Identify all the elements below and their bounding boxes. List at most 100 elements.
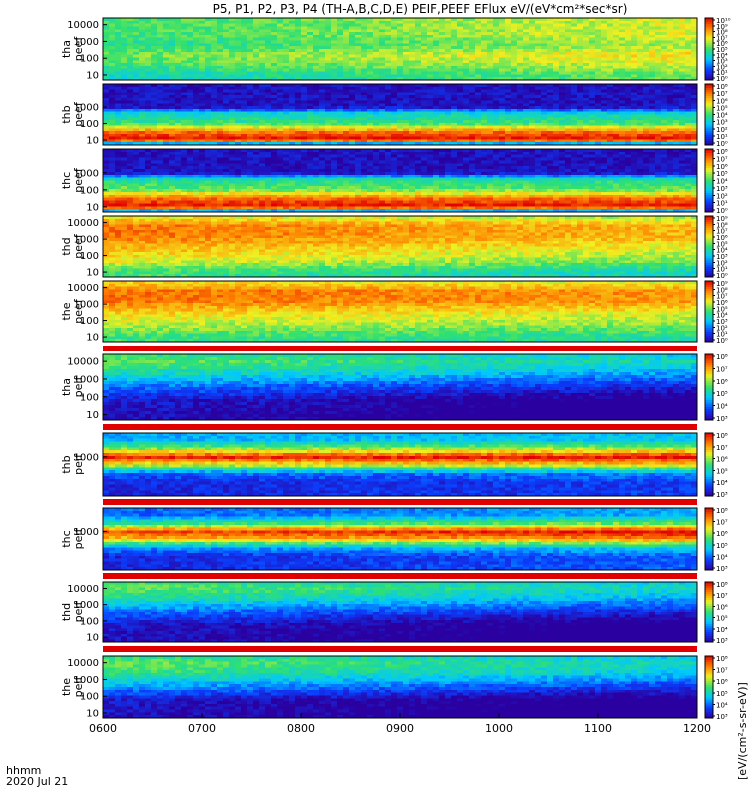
heatmap-cell bbox=[565, 23, 572, 28]
heatmap-cell bbox=[685, 18, 692, 22]
heatmap-cell bbox=[319, 74, 326, 78]
heatmap-cell bbox=[289, 49, 296, 53]
heatmap-cell bbox=[679, 71, 686, 75]
heatmap-cell bbox=[175, 65, 182, 70]
heatmap-cell bbox=[451, 34, 458, 39]
heatmap-cell bbox=[631, 18, 638, 22]
heatmap-cell bbox=[223, 37, 230, 42]
heatmap-cell bbox=[145, 40, 152, 44]
heatmap-cell bbox=[145, 71, 152, 75]
heatmap-cell bbox=[499, 34, 506, 39]
heatmap-cell bbox=[559, 40, 566, 44]
heatmap-cell bbox=[409, 65, 416, 70]
heatmap-cell bbox=[553, 18, 560, 22]
heatmap-cell bbox=[523, 37, 530, 42]
heatmap-cell bbox=[499, 40, 506, 44]
heatmap-cell bbox=[439, 65, 446, 70]
heatmap-cell bbox=[547, 57, 554, 61]
heatmap-cell bbox=[169, 46, 176, 50]
heatmap-cell bbox=[349, 29, 356, 33]
heatmap-cell bbox=[481, 60, 488, 64]
heatmap-cell bbox=[451, 65, 458, 70]
heatmap-cell bbox=[433, 40, 440, 44]
heatmap-cell bbox=[457, 77, 464, 81]
heatmap-cell bbox=[259, 63, 266, 67]
heatmap-cell bbox=[163, 57, 170, 61]
heatmap-cell bbox=[607, 46, 614, 50]
heatmap-cell bbox=[391, 63, 398, 67]
heatmap-cell bbox=[247, 29, 254, 33]
heatmap-cell bbox=[157, 34, 164, 39]
heatmap-cell bbox=[187, 54, 194, 59]
heatmap-cell bbox=[241, 54, 248, 59]
heatmap-cell bbox=[433, 49, 440, 53]
heatmap-cell bbox=[553, 34, 560, 39]
heatmap-cell bbox=[133, 54, 140, 59]
heatmap-cell bbox=[427, 40, 434, 44]
heatmap-cell bbox=[277, 51, 284, 56]
heatmap-cell bbox=[367, 46, 374, 50]
heatmap-cell bbox=[535, 63, 542, 67]
heatmap-cell bbox=[235, 40, 242, 44]
heatmap-cell bbox=[601, 74, 608, 78]
heatmap-cell bbox=[421, 20, 428, 25]
heatmap-cell bbox=[433, 34, 440, 39]
heatmap-cell bbox=[475, 57, 482, 61]
heatmap-cell bbox=[241, 63, 248, 67]
colorbar-tick-label: 10² bbox=[716, 63, 728, 71]
heatmap-cell bbox=[313, 57, 320, 61]
heatmap-cell bbox=[325, 43, 332, 47]
heatmap-cell bbox=[361, 49, 368, 53]
heatmap-cell bbox=[505, 26, 512, 30]
heatmap-cell bbox=[253, 65, 260, 70]
heatmap-cell bbox=[283, 51, 290, 56]
heatmap-cell bbox=[439, 34, 446, 39]
heatmap-cell bbox=[379, 68, 386, 73]
heatmap-cell bbox=[109, 40, 116, 44]
heatmap-cell bbox=[403, 46, 410, 50]
heatmap-cell bbox=[199, 54, 206, 59]
heatmap-cell bbox=[115, 54, 122, 59]
heatmap-cell bbox=[139, 40, 146, 44]
heatmap-cell bbox=[679, 63, 686, 67]
heatmap-cell bbox=[241, 26, 248, 30]
heatmap-cell bbox=[421, 60, 428, 64]
heatmap-cell bbox=[103, 120, 110, 124]
heatmap-cell bbox=[493, 20, 500, 25]
heatmap-cell bbox=[463, 68, 470, 73]
heatmap-cell bbox=[481, 77, 488, 81]
heatmap-cell bbox=[241, 43, 248, 47]
heatmap-cell bbox=[385, 63, 392, 67]
heatmap-cell bbox=[127, 74, 134, 78]
heatmap-cell bbox=[223, 77, 230, 81]
heatmap-cell bbox=[421, 51, 428, 56]
heatmap-cell bbox=[319, 57, 326, 61]
heatmap-cell bbox=[439, 32, 446, 36]
heatmap-cell bbox=[613, 37, 620, 42]
heatmap-cell bbox=[577, 71, 584, 75]
heatmap-cell bbox=[217, 34, 224, 39]
heatmap-cell bbox=[595, 20, 602, 25]
heatmap-cell bbox=[571, 77, 578, 81]
heatmap-cell bbox=[181, 77, 188, 81]
heatmap-cell bbox=[241, 60, 248, 64]
heatmap-cell bbox=[157, 77, 164, 81]
heatmap-cell bbox=[355, 29, 362, 33]
heatmap-cell bbox=[181, 74, 188, 78]
heatmap-cell bbox=[211, 32, 218, 36]
heatmap-cell bbox=[307, 57, 314, 61]
heatmap-cell bbox=[235, 57, 242, 61]
heatmap-cell bbox=[667, 77, 674, 81]
heatmap-cell bbox=[199, 60, 206, 64]
heatmap-cell bbox=[127, 120, 134, 124]
heatmap-cell bbox=[619, 32, 626, 36]
heatmap-cell bbox=[343, 54, 350, 59]
heatmap-cell bbox=[607, 57, 614, 61]
heatmap-cell bbox=[241, 32, 248, 36]
heatmap-cell bbox=[271, 37, 278, 42]
heatmap-cell bbox=[337, 71, 344, 75]
heatmap-cell bbox=[385, 65, 392, 70]
heatmap-cell bbox=[361, 34, 368, 39]
heatmap-cell bbox=[307, 18, 314, 22]
heatmap-cell bbox=[463, 34, 470, 39]
